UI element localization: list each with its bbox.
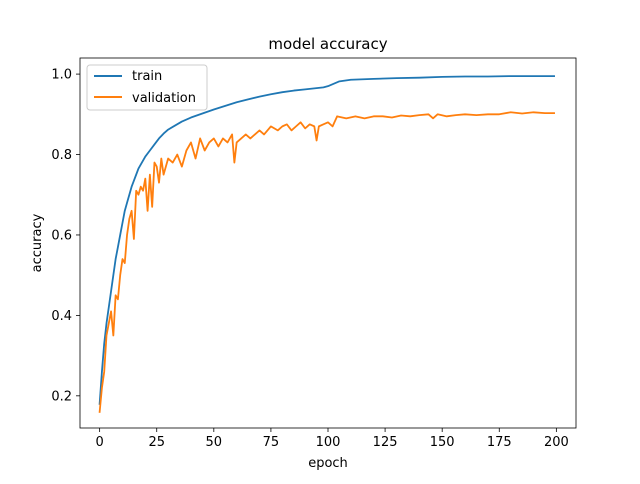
legend-label-validation: validation [132,91,196,106]
legend: train validation [86,64,208,111]
x-tick-label: 25 [148,435,165,450]
x-tick-label: 175 [487,435,512,450]
x-tick-label: 0 [95,435,103,450]
y-axis-title: accuracy [30,213,45,272]
y-tick-label: 0.4 [51,309,72,324]
y-axis-ticks: 0.2 0.4 0.6 0.8 1.0 [51,68,80,404]
x-tick-label: 200 [544,435,569,450]
x-axis-ticks: 0 25 50 75 100 125 150 175 200 [95,428,569,450]
x-tick-label: 50 [206,435,223,450]
x-axis-title: epoch [308,456,348,471]
series-layer [98,75,555,413]
chart-title: model accuracy [268,35,387,53]
series-line-validation [98,111,555,413]
y-tick-label: 0.6 [51,228,72,243]
x-tick-label: 100 [316,435,341,450]
y-tick-label: 1.0 [51,68,72,83]
x-tick-label: 75 [263,435,280,450]
y-tick-label: 0.2 [51,389,72,404]
y-tick-label: 0.8 [51,148,72,163]
legend-label-train: train [132,69,162,84]
x-tick-label: 125 [373,435,398,450]
x-tick-label: 150 [430,435,455,450]
series-line-train [98,75,555,405]
